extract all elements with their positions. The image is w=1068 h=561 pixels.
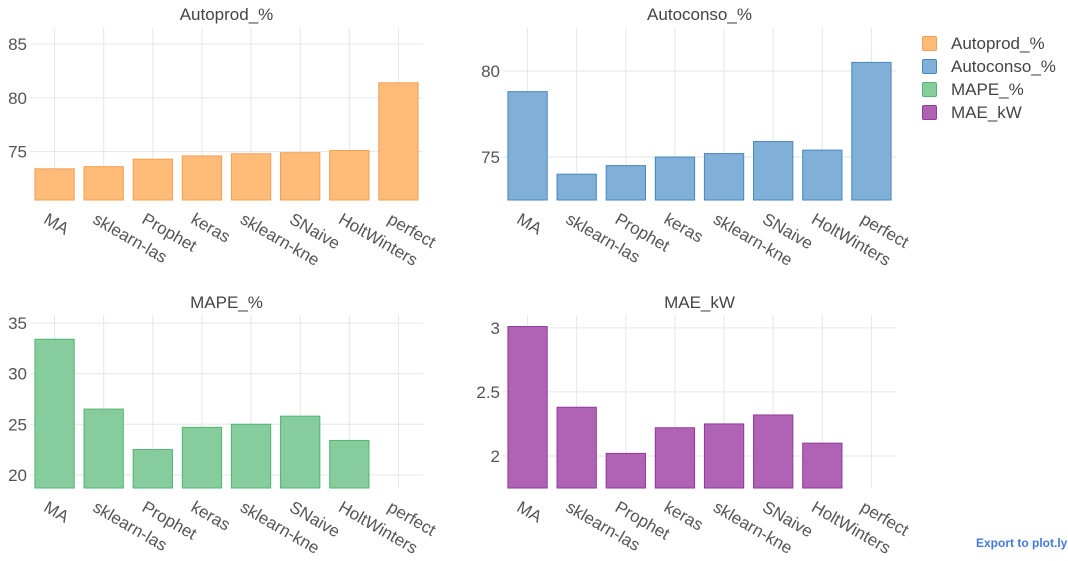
bar-SNaive[interactable] [280,152,321,201]
bar-keras[interactable] [181,155,223,201]
bar-perfect[interactable] [851,61,892,201]
y-tick-label: 75 [481,148,500,167]
bar-HoltWinters[interactable] [329,150,370,201]
bar-Prophet[interactable] [605,165,646,201]
y-tick-label: 85 [8,35,27,54]
x-tick-label: MA [41,209,73,239]
legend-swatch [922,59,937,74]
x-tick-label: MA [41,497,73,527]
legend-item-autoprod[interactable]: Autoprod_% [922,32,1056,55]
bar-sklearn-las[interactable] [556,406,597,489]
legend-swatch [922,105,937,120]
bar-MA[interactable] [507,326,548,489]
bar-sklearn-las[interactable] [83,166,124,201]
y-tick-label: 20 [8,466,27,485]
bar-sklearn-las[interactable] [556,173,597,201]
y-tick-label: 35 [8,314,27,333]
bar-Prophet[interactable] [605,452,646,489]
y-tick-label: 25 [8,415,27,434]
legend-label: MAPE_% [951,79,1024,99]
bar-sklearn-kne[interactable] [230,153,272,201]
bar-MA[interactable] [507,91,548,201]
export-to-plotly-link[interactable]: Export to plot.ly [976,536,1068,550]
legend-item-mae[interactable]: MAE_kW [922,101,1056,124]
legend-label: Autoconso_% [951,56,1056,76]
y-tick-label: 80 [481,62,500,81]
bar-SNaive[interactable] [280,415,321,489]
bar-HoltWinters[interactable] [329,439,370,489]
bar-perfect[interactable] [378,82,419,201]
legend: Autoprod_% Autoconso_% MAPE_% MAE_kW [922,32,1056,124]
bar-HoltWinters[interactable] [802,442,843,489]
bar-sklearn-kne[interactable] [703,423,745,489]
y-tick-label: 30 [8,365,27,384]
y-tick-label: 80 [8,89,27,108]
legend-item-mape[interactable]: MAPE_% [922,78,1056,101]
x-tick-label: MA [514,209,546,239]
y-tick-label: 75 [8,143,27,162]
bar-keras[interactable] [181,426,223,489]
legend-swatch [922,36,937,51]
bar-Prophet[interactable] [132,449,173,489]
legend-label: MAE_kW [951,102,1022,122]
bar-Prophet[interactable] [132,158,173,201]
legend-item-autoconso[interactable]: Autoconso_% [922,55,1056,78]
bar-keras[interactable] [654,427,696,489]
subplot-title: MAE_kW [664,293,735,312]
bar-MA[interactable] [34,168,75,201]
bar-HoltWinters[interactable] [802,149,843,201]
bar-SNaive[interactable] [753,414,794,489]
y-tick-label: 2 [491,447,500,466]
bar-keras[interactable] [654,156,696,201]
legend-label: Autoprod_% [951,33,1045,53]
bar-sklearn-las[interactable] [83,408,124,489]
legend-swatch [922,82,937,97]
bar-SNaive[interactable] [753,141,794,201]
y-tick-label: 2.5 [476,383,500,402]
bar-MA[interactable] [34,338,75,489]
y-tick-label: 3 [491,319,500,338]
subplot-title: MAPE_% [190,293,263,312]
subplot-title: Autoprod_% [180,5,274,24]
bar-sklearn-kne[interactable] [703,153,745,201]
subplot-title: Autoconso_% [647,5,752,24]
x-tick-label: MA [514,497,546,527]
bar-sklearn-kne[interactable] [230,423,272,489]
